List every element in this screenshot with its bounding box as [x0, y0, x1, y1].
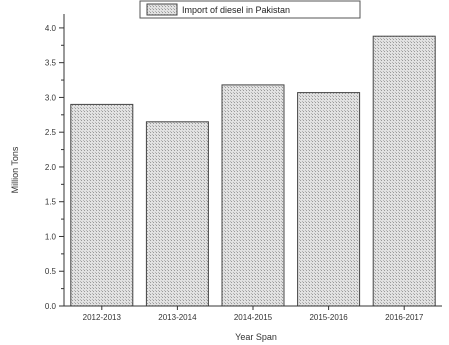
y-tick-label: 1.5	[45, 198, 57, 207]
y-tick-label: 3.0	[45, 93, 57, 102]
bar-2014-2015	[221, 84, 285, 307]
y-tick-label: 2.0	[45, 163, 57, 172]
x-tick-label: 2016-2017	[385, 313, 424, 322]
y-axis-label: Million Tons	[10, 146, 20, 193]
legend-box	[139, 0, 361, 19]
x-axis-label: Year Span	[235, 332, 277, 342]
x-tick-label: 2012-2013	[83, 313, 122, 322]
x-tick-label: 2013-2014	[158, 313, 197, 322]
legend: Import of diesel in Pakistan	[139, 0, 361, 19]
bar-2016-2017	[372, 35, 436, 307]
plot-area: 2012-2013 2013-2014 2014-2015 2015-2016 2016…	[45, 14, 442, 322]
y-tick-label: 1.0	[45, 232, 57, 241]
y-tick-label: 2.5	[45, 128, 57, 137]
y-tick-label: 0.5	[45, 267, 57, 276]
legend-swatch	[146, 3, 178, 16]
bar-2012-2013	[70, 103, 134, 307]
y-tick-label: 4.0	[45, 24, 57, 33]
y-tick-label: 0.0	[45, 302, 57, 311]
x-tick-label: 2015-2016	[309, 313, 348, 322]
bar-2013-2014	[145, 121, 209, 307]
bar-2015-2016	[297, 92, 361, 307]
legend-label: Import of diesel in Pakistan	[182, 5, 290, 15]
y-tick-label: 3.5	[45, 59, 57, 68]
x-tick-label: 2014-2015	[234, 313, 273, 322]
